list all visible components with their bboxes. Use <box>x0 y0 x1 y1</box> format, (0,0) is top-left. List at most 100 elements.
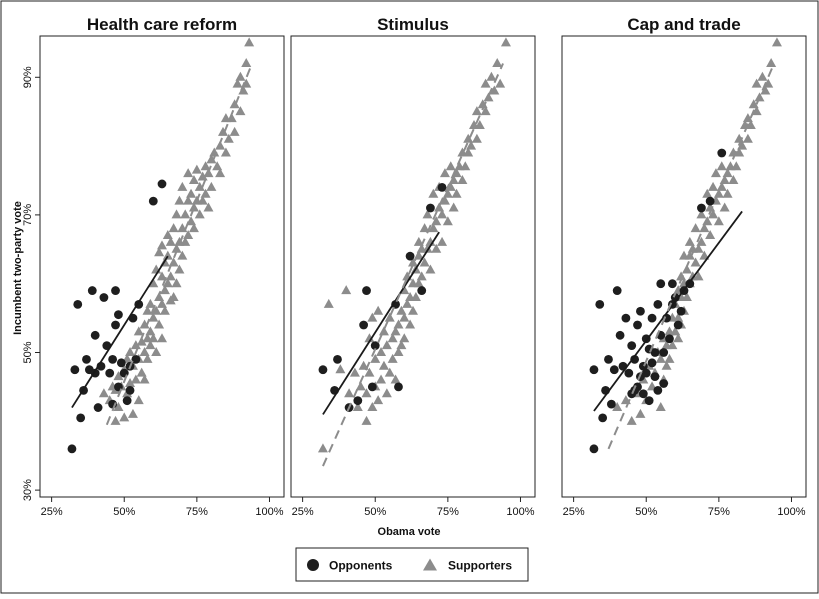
supporter-point <box>396 305 407 315</box>
supporter-point <box>215 168 226 178</box>
supporter-point <box>722 188 733 198</box>
supporter-point <box>442 188 453 198</box>
opponent-point <box>615 330 625 340</box>
opponent-point <box>114 310 123 320</box>
opponent-point <box>359 320 369 330</box>
supporter-point <box>399 312 410 322</box>
opponent-point <box>111 320 120 330</box>
opponent-point <box>73 299 83 309</box>
supporter-point <box>151 347 162 357</box>
supporter-point <box>154 247 165 257</box>
supporter-point <box>381 388 392 398</box>
y-tick-label: 90% <box>22 66 34 88</box>
opponent-point <box>116 358 126 368</box>
supporter-point <box>486 71 497 81</box>
supporter-point <box>748 99 759 109</box>
supporter-point <box>387 333 398 343</box>
supporter-point <box>209 147 220 157</box>
opponent-point <box>437 182 447 192</box>
x-tick-label: 75% <box>186 506 208 518</box>
opponent-point <box>333 354 342 364</box>
supporter-point <box>705 202 716 212</box>
y-axis-label: Incumbent two-party vote <box>12 201 24 335</box>
supporter-point <box>742 113 753 123</box>
supporter-point <box>157 271 167 281</box>
opponent-point <box>647 313 657 323</box>
supporter-point <box>373 395 384 405</box>
legend-supporters-marker <box>423 558 437 571</box>
supporter-point <box>757 71 768 81</box>
supporter-point <box>238 85 249 95</box>
supporter-point <box>367 312 378 322</box>
y-tick-label: 50% <box>22 341 34 363</box>
opponent-point <box>636 306 645 316</box>
supporter-point <box>425 264 436 274</box>
supporter-point <box>378 360 389 370</box>
supporter-point <box>186 188 197 198</box>
supporter-point <box>460 161 471 171</box>
supporter-point <box>183 230 194 240</box>
opponent-point <box>717 148 727 158</box>
supporter-point <box>696 236 707 246</box>
supporter-point <box>495 78 506 88</box>
supporter-point <box>719 202 730 212</box>
opponent-point <box>67 444 77 454</box>
supporter-point <box>119 412 130 422</box>
supporter-point <box>702 188 713 198</box>
supporter-point <box>229 99 240 109</box>
opponent-point <box>630 354 640 364</box>
supporter-point <box>165 271 176 281</box>
supporter-point <box>130 374 141 384</box>
legend: Opponents Supporters <box>295 547 529 582</box>
supporter-point <box>157 298 167 308</box>
supporter-point <box>197 171 208 181</box>
panel-1: Health care reform 25% 50% 75% 100% 30% 50% 70%… <box>22 15 285 518</box>
supporter-point <box>151 305 162 315</box>
data-points <box>589 37 782 454</box>
supporter-point <box>471 106 482 116</box>
supporter-point <box>200 188 211 198</box>
supporter-point <box>168 291 179 301</box>
supporter-point <box>708 181 719 191</box>
supporter-point <box>664 353 675 363</box>
supporter-point <box>98 388 109 398</box>
opponent-point <box>426 203 435 213</box>
supporter-point <box>713 216 724 226</box>
opponent-point <box>87 286 97 295</box>
supporter-point <box>442 216 453 226</box>
supporter-point <box>684 236 695 246</box>
opponent-point <box>318 365 328 375</box>
supporter-point <box>760 85 771 95</box>
opponent-point <box>659 379 669 388</box>
supporter-point <box>364 333 375 343</box>
supporter-point <box>232 78 243 88</box>
supporter-point <box>212 161 223 171</box>
supporter-point <box>113 402 124 412</box>
supporter-point <box>174 195 185 205</box>
opponents-fit-line <box>322 231 440 415</box>
opponent-point <box>391 299 400 309</box>
supporters-fit-line <box>105 63 253 426</box>
supporter-point <box>463 133 474 143</box>
supporter-point <box>206 181 217 191</box>
legend-opponents-marker <box>307 559 319 571</box>
supporter-point <box>148 278 159 288</box>
supporter-point <box>171 243 182 253</box>
x-tick-label: 50% <box>635 506 657 518</box>
supporter-point <box>431 243 442 253</box>
opponent-point <box>370 341 380 351</box>
panel-2: Stimulus 25% 50% 75% 100% <box>290 15 536 518</box>
legend-supporters-label: Supporters <box>448 559 512 573</box>
supporter-point <box>448 202 459 212</box>
supporter-point <box>655 353 666 363</box>
legend-box <box>295 547 529 582</box>
supporter-point <box>188 174 199 184</box>
supporter-point <box>699 250 710 260</box>
supporter-point <box>148 312 159 322</box>
supporter-point <box>408 305 418 315</box>
supporter-point <box>670 326 681 336</box>
opponent-point <box>589 365 599 375</box>
panel-title: Stimulus <box>377 15 449 34</box>
supporter-point <box>428 188 439 198</box>
